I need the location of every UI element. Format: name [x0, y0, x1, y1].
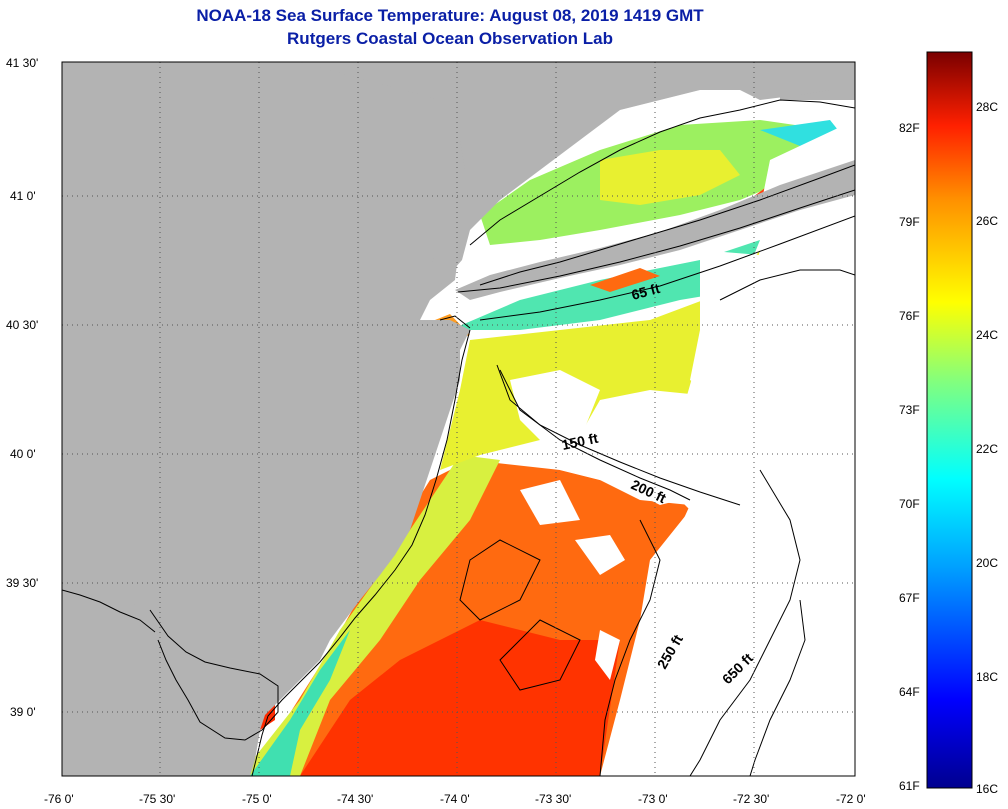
lon-label-74-0: -74 0' [440, 792, 470, 806]
lat-label-41-30: 41 30' [6, 56, 39, 70]
depth-label-150ft: 150 ft [560, 430, 599, 453]
land-mainland [62, 62, 855, 776]
depth-contours [459, 215, 855, 776]
chart-subtitle: Rutgers Coastal Ocean Observation Lab [287, 29, 613, 48]
lat-label-39-0: 39 0' [10, 705, 36, 719]
lon-label-72-0: -72 0' [836, 792, 866, 806]
contour-shelf-north [719, 269, 855, 301]
coastline [62, 99, 855, 776]
colorbar-f-79: 79F [899, 215, 920, 229]
contour-250ft [689, 469, 801, 776]
hudson-canyon [499, 369, 691, 501]
contour-200ft [599, 519, 661, 776]
lon-label-75-30: -75 30' [139, 792, 176, 806]
colorbar-f-76: 76F [899, 309, 920, 323]
contour-150ft [496, 364, 741, 506]
colorbar-c-18: 18C [976, 670, 999, 684]
lon-label-73-0: -73 0' [638, 792, 668, 806]
lat-label-40-30: 40 30' [6, 318, 39, 332]
depth-label-65ft: 65 ft [630, 280, 662, 303]
colorbar-f-70: 70F [899, 497, 920, 511]
land-new-york-connecticut [62, 62, 855, 285]
lon-label-76-0: -76 0' [44, 792, 74, 806]
lat-label-39-30: 39 30' [6, 576, 39, 590]
contour-65ft [479, 215, 855, 321]
graticule [62, 62, 855, 776]
colorbar-c-28: 28C [976, 100, 999, 114]
colorbar-f-64: 64F [899, 685, 920, 699]
lon-label-74-30: -74 30' [337, 792, 374, 806]
lon-label-75-0: -75 0' [242, 792, 272, 806]
lat-label-41-0: 41 0' [10, 189, 36, 203]
colorbar-c-24: 24C [976, 328, 999, 342]
colorbar-c-22: 22C [976, 442, 999, 456]
long-island-sound-yellow [600, 150, 740, 205]
colorbar-f-61: 61F [899, 779, 920, 793]
warm-patch-south-shore [590, 268, 660, 292]
hot-offshore-region [300, 620, 620, 776]
colorbar-f-73: 73F [899, 403, 920, 417]
colorbar-c-16: 16C [976, 782, 999, 796]
colorbar-f-82: 82F [899, 121, 920, 135]
colorbar-c-26: 26C [976, 214, 999, 228]
map-layers: 65 ft 150 ft 200 ft 250 ft 650 ft [62, 62, 855, 776]
colorbar [926, 51, 973, 789]
title-block: NOAA-18 Sea Surface Temperature: August … [0, 4, 900, 50]
land-delmarva [62, 560, 200, 776]
lon-label-72-30: -72 30' [733, 792, 770, 806]
lat-label-40-0: 40 0' [10, 447, 36, 461]
chart-title: NOAA-18 Sea Surface Temperature: August … [196, 6, 704, 25]
map-frame [61, 61, 856, 777]
contour-ridge-2 [499, 619, 581, 691]
lon-label-73-30: -73 30' [535, 792, 572, 806]
colorbar-f-67: 67F [899, 591, 920, 605]
coastal-band-cyan [250, 630, 350, 776]
land-long-island [455, 160, 855, 300]
colorbar-c-20: 20C [976, 556, 999, 570]
contour-ridge-1 [459, 539, 541, 621]
